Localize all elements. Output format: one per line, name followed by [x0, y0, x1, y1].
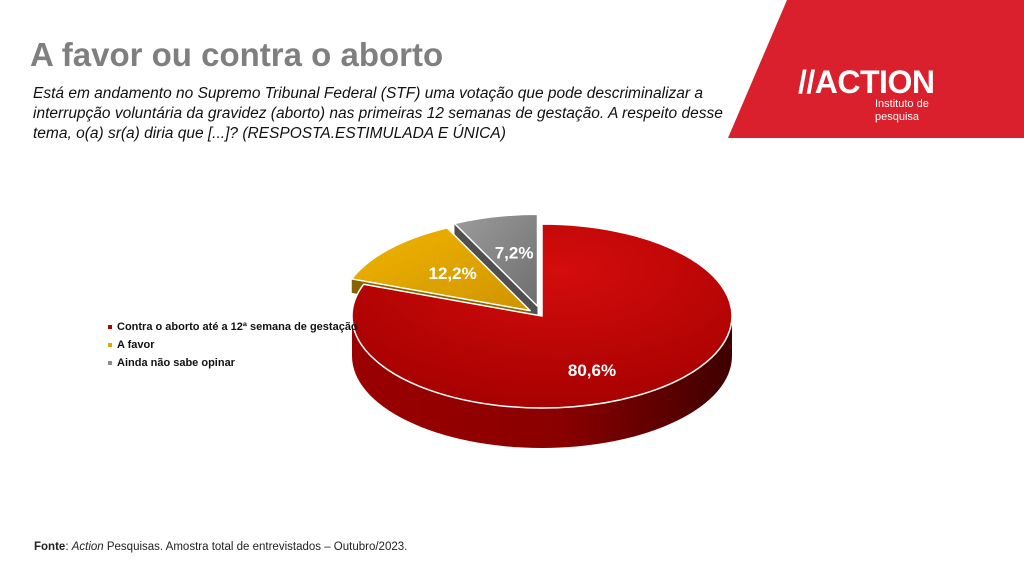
legend-label: Ainda não sabe opinar: [117, 357, 235, 369]
survey-question: Está em andamento no Supremo Tribunal Fe…: [33, 85, 723, 142]
legend-label: A favor: [117, 339, 155, 351]
legend-entry: Ainda não sabe opinar: [108, 354, 358, 372]
source-note: Fonte: Action Pesquisas. Amostra total d…: [34, 541, 408, 553]
pie-slice: [453, 213, 539, 308]
data-label: 7,2%: [495, 243, 534, 262]
legend-swatch: [108, 361, 112, 365]
pie-slice-side: [352, 316, 732, 448]
legend-swatch: [108, 325, 112, 329]
source-text: Pesquisas. Amostra total de entrevistado…: [103, 541, 408, 553]
brand-subtitle: Instituto de pesquisa: [875, 98, 929, 123]
legend-swatch: [108, 343, 112, 347]
pie-slice: [351, 227, 531, 312]
pie-slice: [351, 223, 733, 409]
source-brand: Action: [71, 541, 104, 553]
data-label: 12,2%: [429, 264, 477, 283]
legend-entry: A favor: [108, 336, 358, 354]
brand-logo: //ACTION: [798, 64, 935, 100]
page-title: A favor ou contra o aborto: [30, 36, 444, 73]
source-label: Fonte: [34, 541, 66, 553]
legend-entry: Contra o aborto até a 12ª semana de gest…: [108, 318, 358, 336]
legend-label: Contra o aborto até a 12ª semana de gest…: [117, 321, 358, 333]
chart-legend: Contra o aborto até a 12ª semana de gest…: [108, 318, 358, 372]
pie-slice-edge: [454, 223, 538, 321]
data-label: 80,6%: [568, 361, 616, 380]
